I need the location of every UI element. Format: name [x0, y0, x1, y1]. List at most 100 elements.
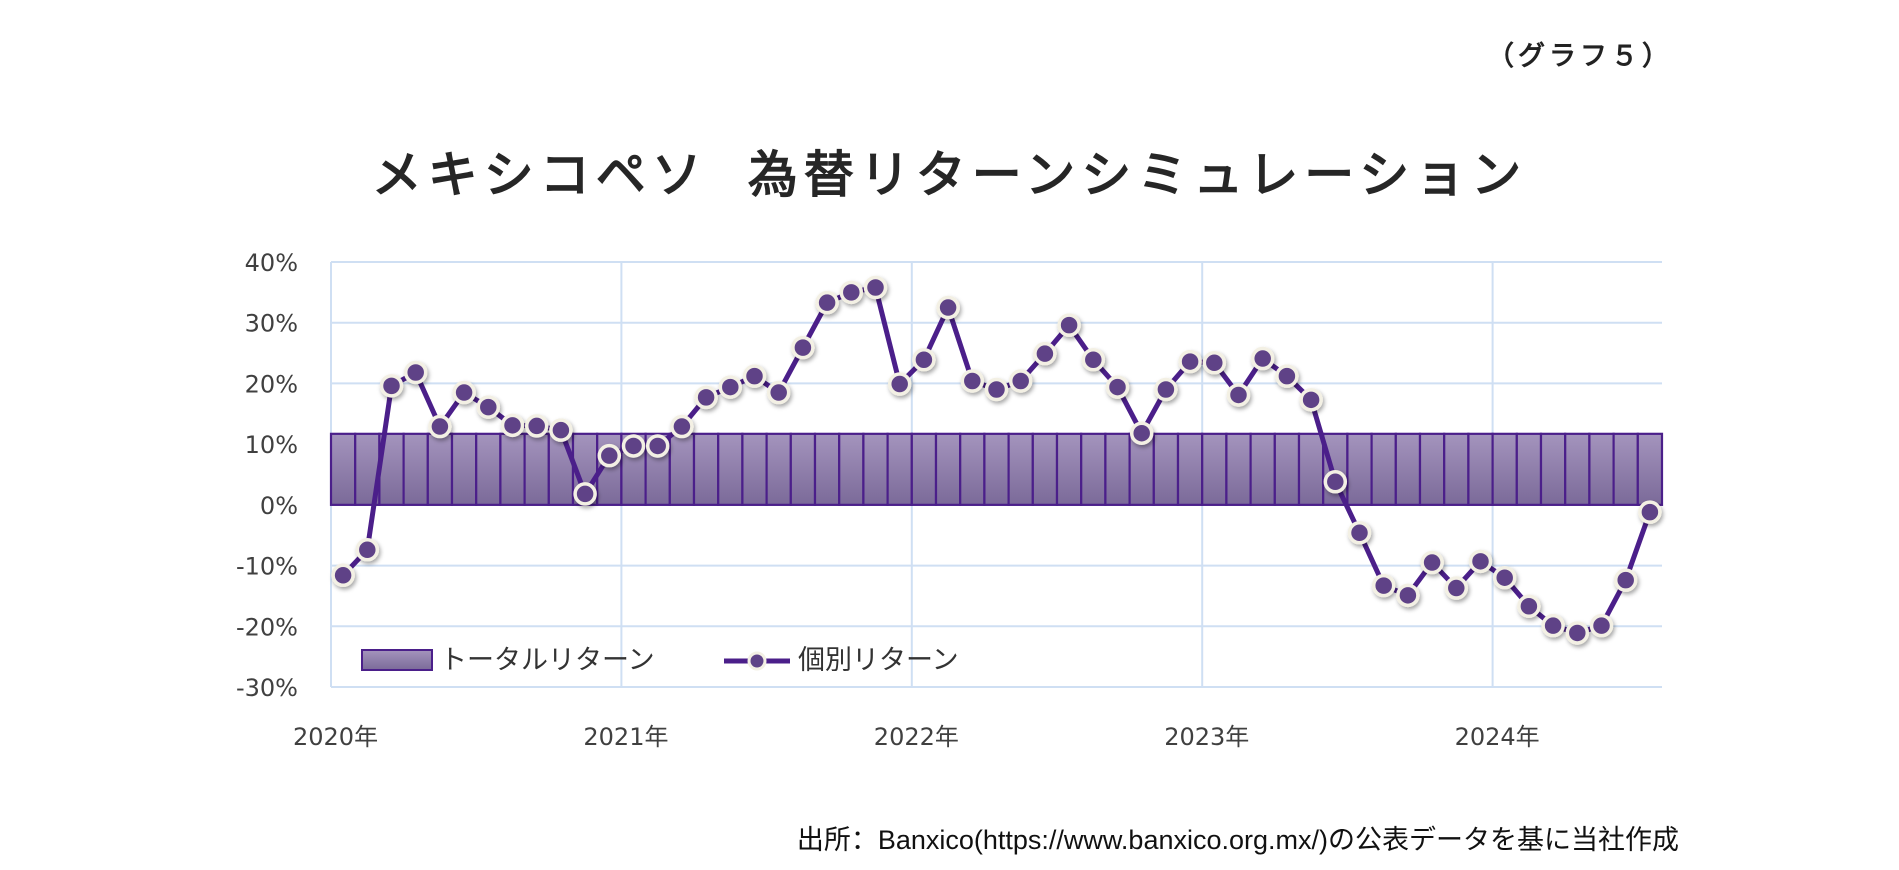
individual-return-marker — [1129, 421, 1154, 445]
total-return-bar — [1152, 432, 1180, 506]
individual-return-marker — [1371, 573, 1396, 598]
total-return-bar — [862, 432, 889, 506]
individual-return-marker — [597, 443, 622, 468]
legend-total-return-label: トータルリターン — [440, 645, 655, 676]
total-return-bar — [838, 432, 865, 506]
individual-return-marker — [887, 372, 912, 396]
individual-return-marker — [742, 364, 767, 388]
individual-return-marker — [1226, 383, 1251, 407]
total-return-bar — [910, 432, 938, 506]
y-tick-label: 0% — [260, 492, 298, 520]
individual-return-marker — [331, 563, 355, 588]
individual-return-marker — [476, 395, 501, 419]
y-tick-label: 30% — [245, 310, 298, 338]
total-return-bar — [475, 432, 502, 506]
individual-return-marker — [791, 335, 815, 360]
individual-return-marker — [863, 275, 888, 300]
total-return-bars — [329, 432, 1664, 506]
total-return-bar — [523, 432, 550, 506]
x-tick-label: 2020年 — [293, 723, 378, 751]
individual-return-marker — [1444, 576, 1469, 600]
total-return-bar — [765, 432, 792, 506]
y-tick-label: -10% — [236, 553, 298, 581]
legend-bar-swatch-icon — [361, 649, 433, 671]
graph-number-label: （グラフ５） — [1487, 41, 1673, 72]
x-tick-label: 2022年 — [874, 723, 959, 751]
x-tick-label: 2021年 — [583, 723, 668, 751]
total-return-bar — [692, 432, 720, 506]
individual-return-marker — [1105, 375, 1130, 399]
individual-return-marker — [839, 280, 864, 305]
total-return-bar — [1539, 432, 1567, 506]
individual-return-marker — [912, 348, 936, 372]
individual-return-marker — [1420, 550, 1444, 575]
individual-return-marker — [694, 385, 718, 410]
total-return-bar — [1176, 432, 1204, 506]
individual-return-marker — [1299, 388, 1323, 412]
chart-legend: トータルリターン 個別リターン — [361, 645, 959, 676]
total-return-bar — [1080, 432, 1107, 506]
y-tick-label: 40% — [245, 249, 298, 277]
individual-return-marker — [621, 434, 646, 458]
x-axis-ticks: 2020年 2021年 2022年 2023年 2024年 — [293, 723, 1540, 751]
total-return-bar — [1201, 432, 1228, 506]
total-return-bar — [813, 432, 841, 506]
total-return-bar — [329, 432, 357, 506]
individual-return-marker — [718, 375, 743, 399]
individual-return-marker — [1589, 613, 1614, 638]
total-return-bar — [1612, 432, 1639, 506]
total-return-bar — [1588, 432, 1615, 506]
individual-return-marker — [428, 414, 452, 439]
individual-return-marker — [1638, 500, 1662, 524]
y-tick-label: -30% — [236, 674, 298, 702]
individual-return-marker — [1081, 348, 1106, 372]
total-return-bar — [1564, 432, 1591, 506]
individual-return-marker — [524, 414, 549, 438]
chart-title-currency: メキシコペソ — [371, 146, 708, 204]
individual-return-marker — [960, 369, 985, 393]
individual-return-marker — [573, 482, 597, 506]
total-return-bar — [1636, 432, 1664, 506]
y-tick-label: 20% — [245, 370, 298, 398]
total-return-bar — [886, 432, 913, 506]
total-return-bar — [1443, 432, 1470, 506]
individual-return-marker — [1347, 521, 1372, 545]
individual-return-marker — [403, 360, 428, 385]
total-return-bar — [1418, 432, 1446, 506]
individual-return-marker — [1033, 341, 1057, 366]
total-return-bar — [1394, 432, 1422, 506]
individual-return-marker — [1057, 313, 1081, 337]
total-return-bar — [499, 432, 526, 506]
individual-return-marker — [936, 295, 960, 320]
individual-return-marker — [549, 418, 573, 442]
total-return-bar — [1370, 432, 1397, 506]
total-return-bar — [741, 432, 768, 506]
total-return-bar — [426, 432, 454, 506]
x-tick-label: 2023年 — [1164, 723, 1249, 751]
source-note: 出所：Banxico(https://www.banxico.org.mx/)の… — [796, 825, 1679, 855]
individual-return-marker — [355, 538, 380, 562]
individual-return-marker — [1517, 594, 1541, 618]
individual-return-marker — [645, 434, 670, 458]
individual-return-marker — [1250, 346, 1275, 371]
total-return-bar — [983, 432, 1010, 506]
y-tick-label: -20% — [236, 613, 298, 641]
individual-return-marker — [815, 290, 839, 315]
total-return-bar — [1491, 432, 1518, 506]
total-return-bar — [1515, 432, 1543, 506]
individual-return-marker — [1541, 613, 1565, 638]
total-return-bar — [1031, 432, 1059, 506]
chart-title-subject: 為替リターンシミュレーション — [747, 146, 1528, 204]
individual-return-marker — [1323, 470, 1348, 494]
total-return-bar — [402, 432, 429, 506]
total-return-bar — [1104, 432, 1131, 506]
individual-return-line — [331, 275, 1662, 645]
legend-marker-icon — [747, 651, 767, 671]
total-return-bar — [450, 432, 478, 506]
total-return-bar — [1467, 432, 1494, 506]
total-return-bar — [668, 432, 696, 506]
individual-return-marker — [766, 380, 791, 405]
y-tick-label: 10% — [245, 431, 298, 459]
individual-return-marker — [500, 413, 525, 438]
